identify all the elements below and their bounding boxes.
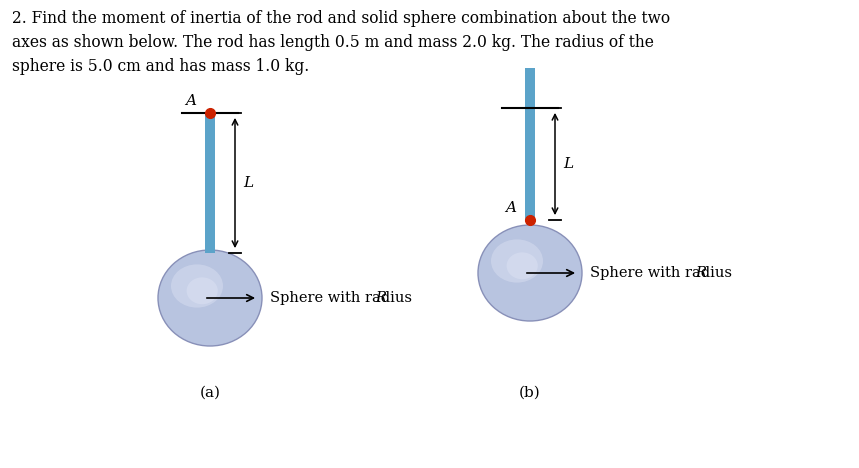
Ellipse shape — [507, 252, 538, 279]
Ellipse shape — [186, 278, 218, 304]
Text: (a): (a) — [199, 386, 221, 400]
Text: L: L — [563, 157, 573, 171]
Text: (b): (b) — [519, 386, 541, 400]
Text: Sphere with radius: Sphere with radius — [590, 266, 737, 280]
Text: R: R — [695, 266, 706, 280]
Ellipse shape — [491, 240, 543, 283]
Bar — [525, 68, 535, 220]
Text: A: A — [185, 94, 196, 108]
Bar — [205, 113, 215, 253]
Text: Sphere with radius: Sphere with radius — [270, 291, 417, 305]
Ellipse shape — [478, 225, 582, 321]
Text: L: L — [243, 176, 253, 190]
Text: R: R — [375, 291, 386, 305]
Text: 2. Find the moment of inertia of the rod and solid sphere combination about the : 2. Find the moment of inertia of the rod… — [12, 10, 670, 75]
Ellipse shape — [171, 264, 223, 307]
Text: A: A — [505, 201, 516, 215]
Ellipse shape — [158, 250, 262, 346]
